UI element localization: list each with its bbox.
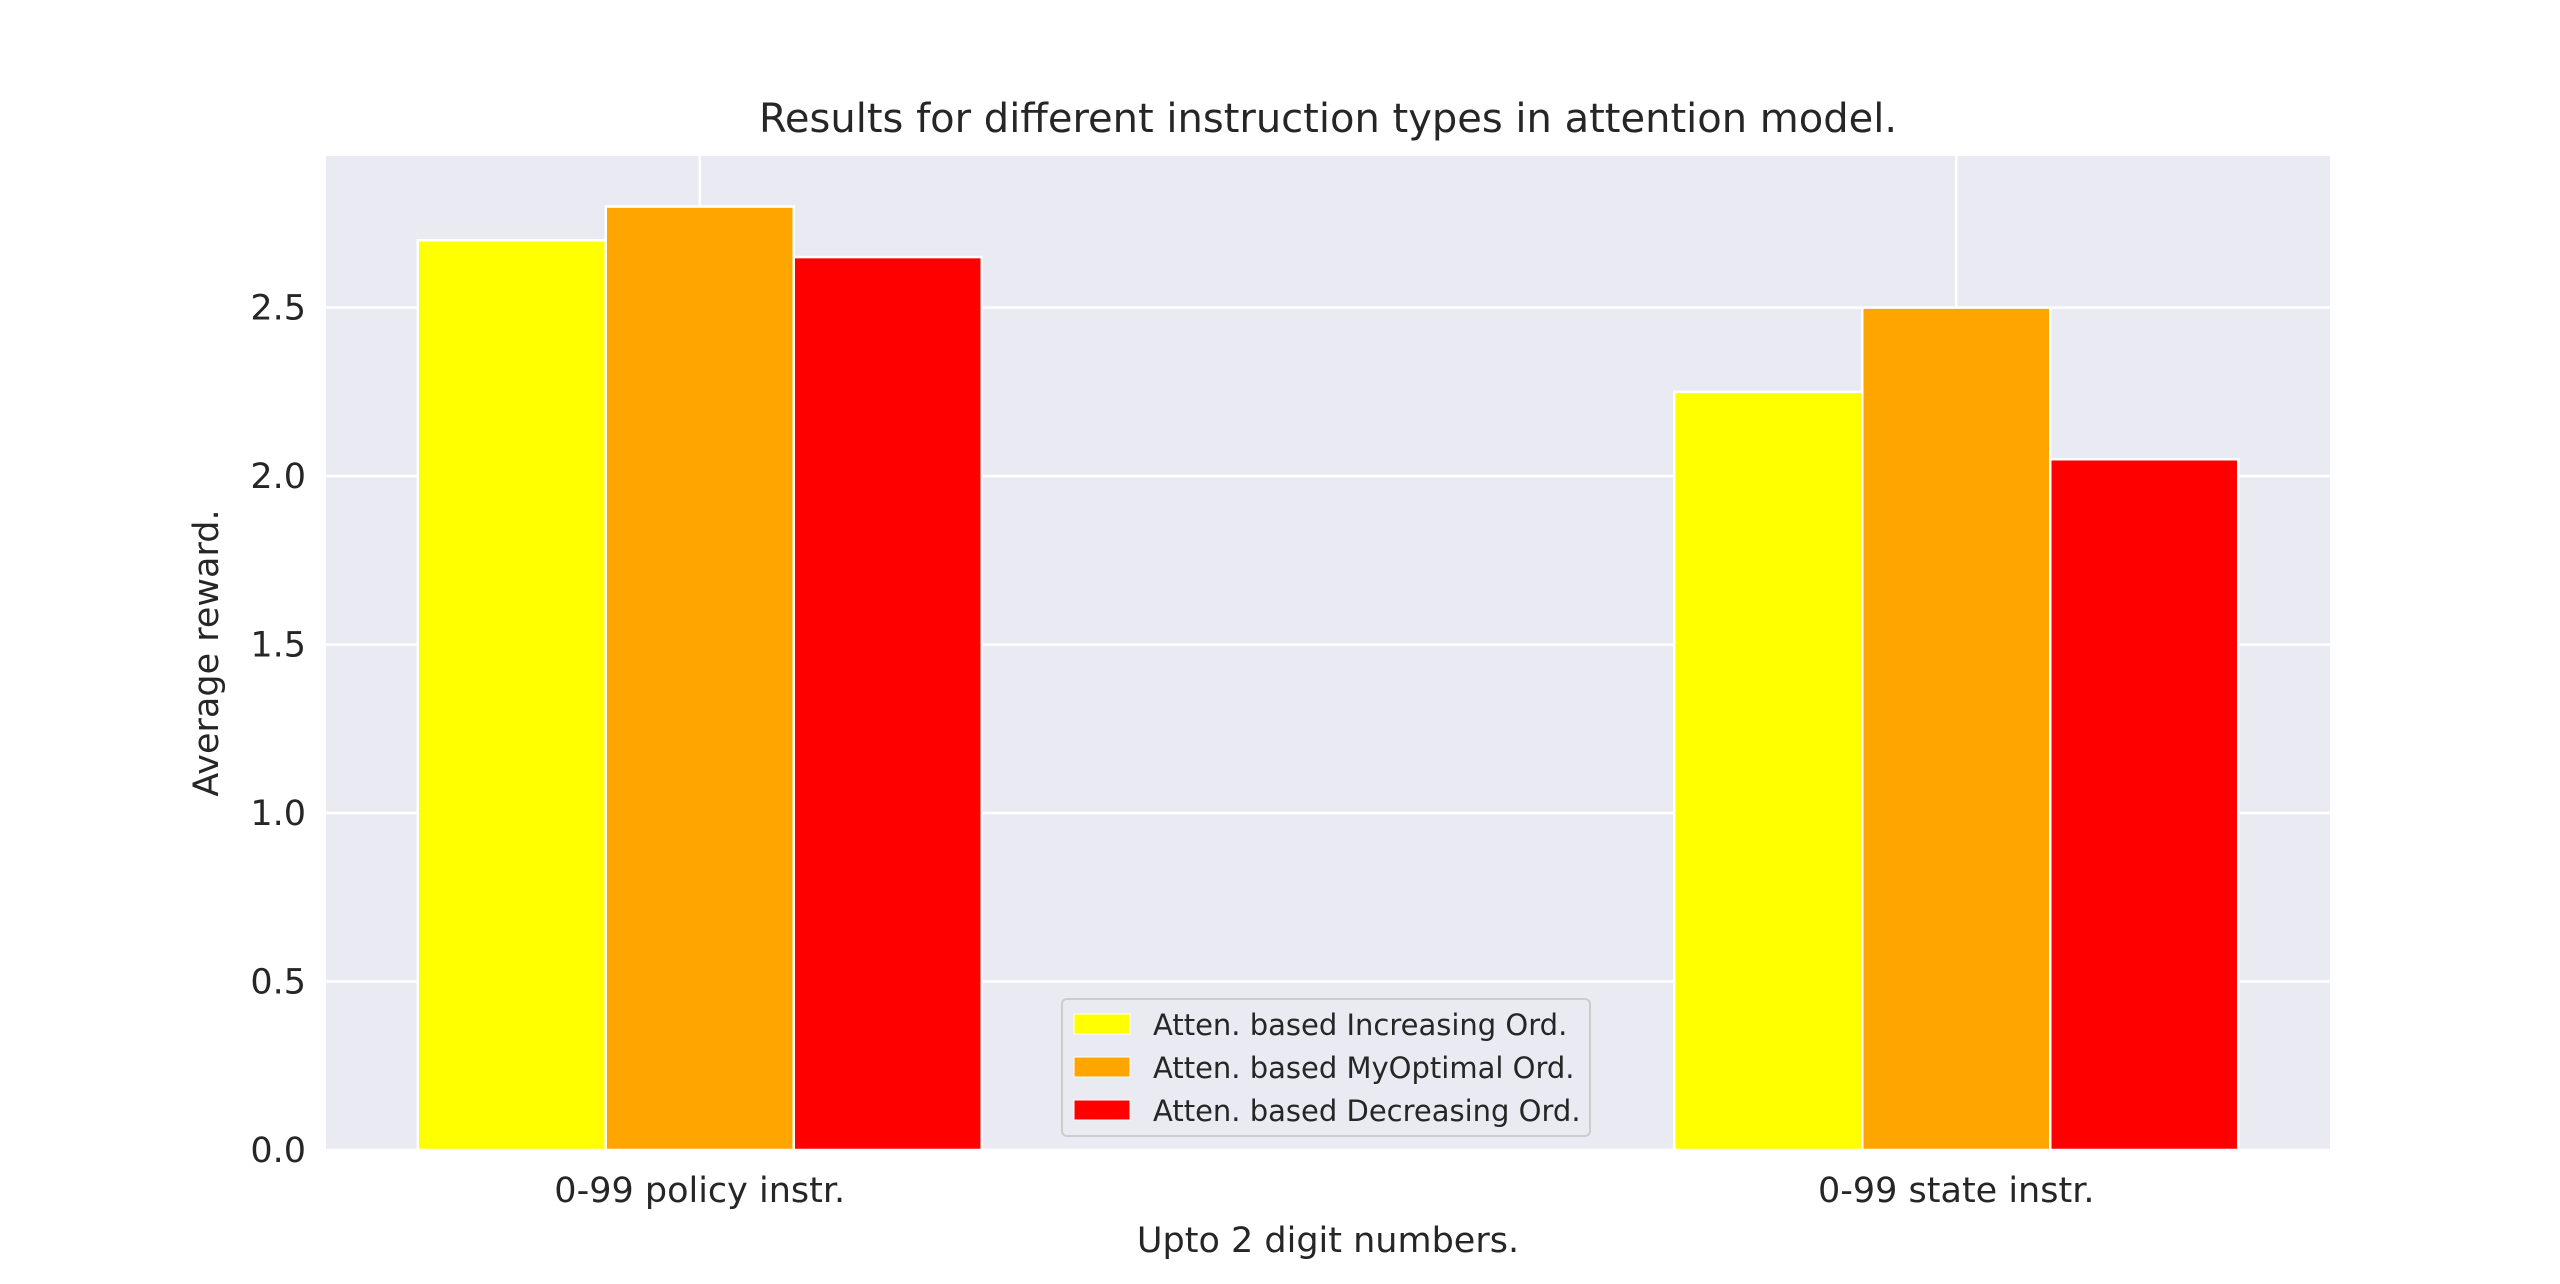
bar [1861, 306, 2052, 1152]
x-tick-label: 0-99 policy instr. [554, 1171, 845, 1211]
bar [792, 255, 983, 1152]
legend-swatch [1073, 1056, 1131, 1078]
bars [416, 205, 2240, 1152]
legend-label: Atten. based Increasing Ord. [1153, 1008, 1567, 1042]
bar [2049, 458, 2240, 1152]
bar [1673, 390, 1864, 1152]
chart-title: Results for different instruction types … [759, 96, 1897, 142]
y-tick-label: 1.0 [250, 794, 306, 834]
y-tick-label: 2.0 [250, 457, 306, 497]
x-tick-label: 0-99 state instr. [1818, 1171, 2095, 1211]
legend: Atten. based Increasing Ord. Atten. based… [1061, 998, 1591, 1137]
legend-label: Atten. based MyOptimal Ord. [1153, 1051, 1575, 1085]
x-axis-label: Upto 2 digit numbers. [1137, 1221, 1519, 1261]
y-axis-label: Average reward. [187, 509, 227, 796]
bar [416, 238, 607, 1152]
y-tick-label: 2.5 [250, 289, 306, 329]
y-tick-label: 0.5 [250, 963, 306, 1003]
y-tick-label: 1.5 [250, 626, 306, 666]
legend-swatch [1073, 1013, 1131, 1035]
legend-label: Atten. based Decreasing Ord. [1153, 1094, 1581, 1128]
legend-swatch [1073, 1099, 1131, 1121]
bar [604, 205, 795, 1152]
y-tick-label: 0.0 [250, 1131, 306, 1171]
tick-labels: 0.0 0.5 1.0 1.5 2.0 2.5 0-99 policy instr. 0-99… [250, 289, 2094, 1211]
legend-box [1061, 998, 1591, 1137]
